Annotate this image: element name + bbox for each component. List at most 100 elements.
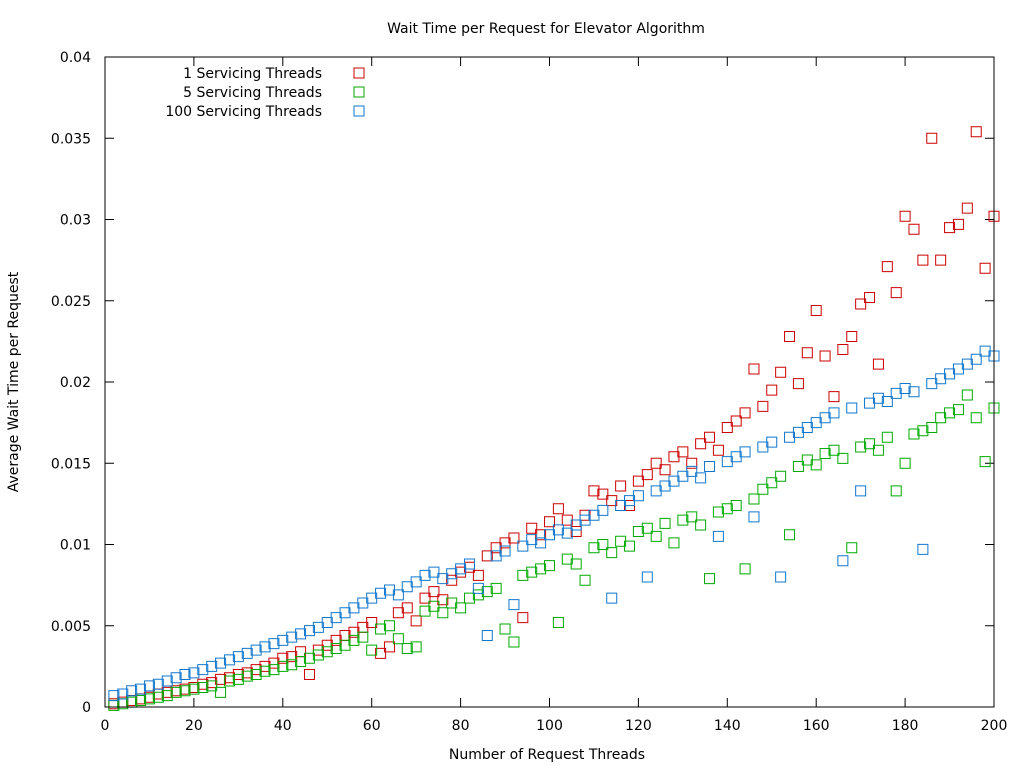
data-point (872, 444, 884, 456)
data-point (899, 383, 911, 394)
data-point (161, 690, 173, 702)
data-point (526, 522, 538, 534)
series-1 (108, 126, 1000, 710)
data-point (526, 534, 538, 546)
data-point (428, 566, 440, 578)
data-point (215, 686, 227, 698)
legend-marker (353, 86, 365, 98)
data-point (463, 558, 475, 570)
data-point (517, 569, 529, 581)
data-point (535, 537, 547, 549)
data-point (730, 500, 742, 511)
legend-label: 1 Servicing Threads (183, 66, 322, 82)
y-tick-label: 0.015 (51, 456, 91, 472)
data-point (881, 261, 893, 273)
data-point (561, 527, 573, 539)
data-point (375, 587, 387, 599)
data-point (526, 566, 538, 578)
data-point (223, 675, 235, 687)
data-point (375, 647, 387, 659)
data-point (410, 641, 422, 653)
data-point (197, 664, 209, 676)
data-point (499, 623, 511, 635)
data-point (828, 444, 840, 456)
data-point (748, 493, 760, 505)
data-point (944, 407, 956, 419)
data-point (375, 623, 387, 635)
data-point (650, 457, 662, 469)
x-tick-label: 80 (452, 718, 470, 734)
y-tick-label: 0.035 (51, 131, 91, 147)
data-point (792, 378, 804, 390)
data-point (792, 461, 804, 472)
data-point (544, 516, 555, 528)
data-point (161, 675, 173, 687)
data-point (801, 347, 813, 359)
data-point (917, 425, 929, 437)
data-point (828, 391, 840, 403)
data-point (926, 422, 938, 433)
data-point (188, 683, 200, 695)
data-point (855, 485, 867, 497)
data-point (508, 532, 520, 544)
data-point (206, 680, 218, 692)
y-tick-label: 0 (82, 700, 91, 716)
chart-title: Wait Time per Request for Elevator Algor… (387, 21, 705, 37)
data-point (846, 331, 858, 342)
data-point (277, 634, 289, 646)
data-point (481, 630, 493, 641)
data-point (410, 576, 422, 588)
data-point (277, 652, 289, 664)
data-point (881, 431, 893, 443)
data-point (721, 422, 733, 433)
data-point (241, 647, 253, 659)
data-point (188, 667, 200, 679)
data-point (215, 657, 227, 669)
data-point (677, 446, 689, 458)
data-point (650, 530, 662, 542)
data-point (481, 550, 493, 562)
data-point (952, 404, 964, 416)
data-point (268, 638, 280, 650)
legend-label: 100 Servicing Threads (165, 104, 322, 120)
data-point (908, 428, 920, 440)
data-point (890, 485, 902, 497)
data-point (544, 560, 555, 572)
data-point (837, 555, 849, 567)
data-point (855, 441, 867, 453)
data-point (784, 331, 796, 342)
data-point (721, 503, 733, 515)
data-point (579, 574, 591, 586)
data-point (686, 511, 698, 523)
y-tick-label: 0.005 (51, 619, 91, 635)
data-point (472, 582, 484, 594)
data-point (704, 431, 716, 443)
data-point (810, 459, 822, 471)
data-point (757, 400, 769, 412)
data-point (401, 602, 413, 614)
data-point (419, 569, 431, 581)
series-3 (108, 345, 1000, 702)
data-point (135, 683, 147, 695)
data-point (632, 490, 644, 502)
y-tick-label: 0.01 (60, 538, 91, 554)
data-point (357, 631, 369, 643)
data-point (179, 669, 191, 680)
data-point (259, 665, 271, 677)
data-point (499, 545, 511, 557)
data-point (695, 472, 707, 484)
data-point (117, 688, 129, 700)
data-point (152, 691, 164, 703)
data-point (383, 620, 395, 632)
y-tick-label: 0.02 (60, 375, 91, 391)
data-point (303, 652, 315, 664)
legend-marker (353, 67, 365, 79)
data-point (704, 461, 716, 472)
data-point (704, 573, 716, 585)
x-axis-title: Number of Request Threads (449, 747, 645, 763)
data-point (286, 659, 298, 671)
y-axis-title: Average Wait Time per Request (6, 271, 22, 492)
data-point (712, 444, 724, 456)
data-point (855, 298, 867, 310)
data-point (881, 396, 893, 407)
